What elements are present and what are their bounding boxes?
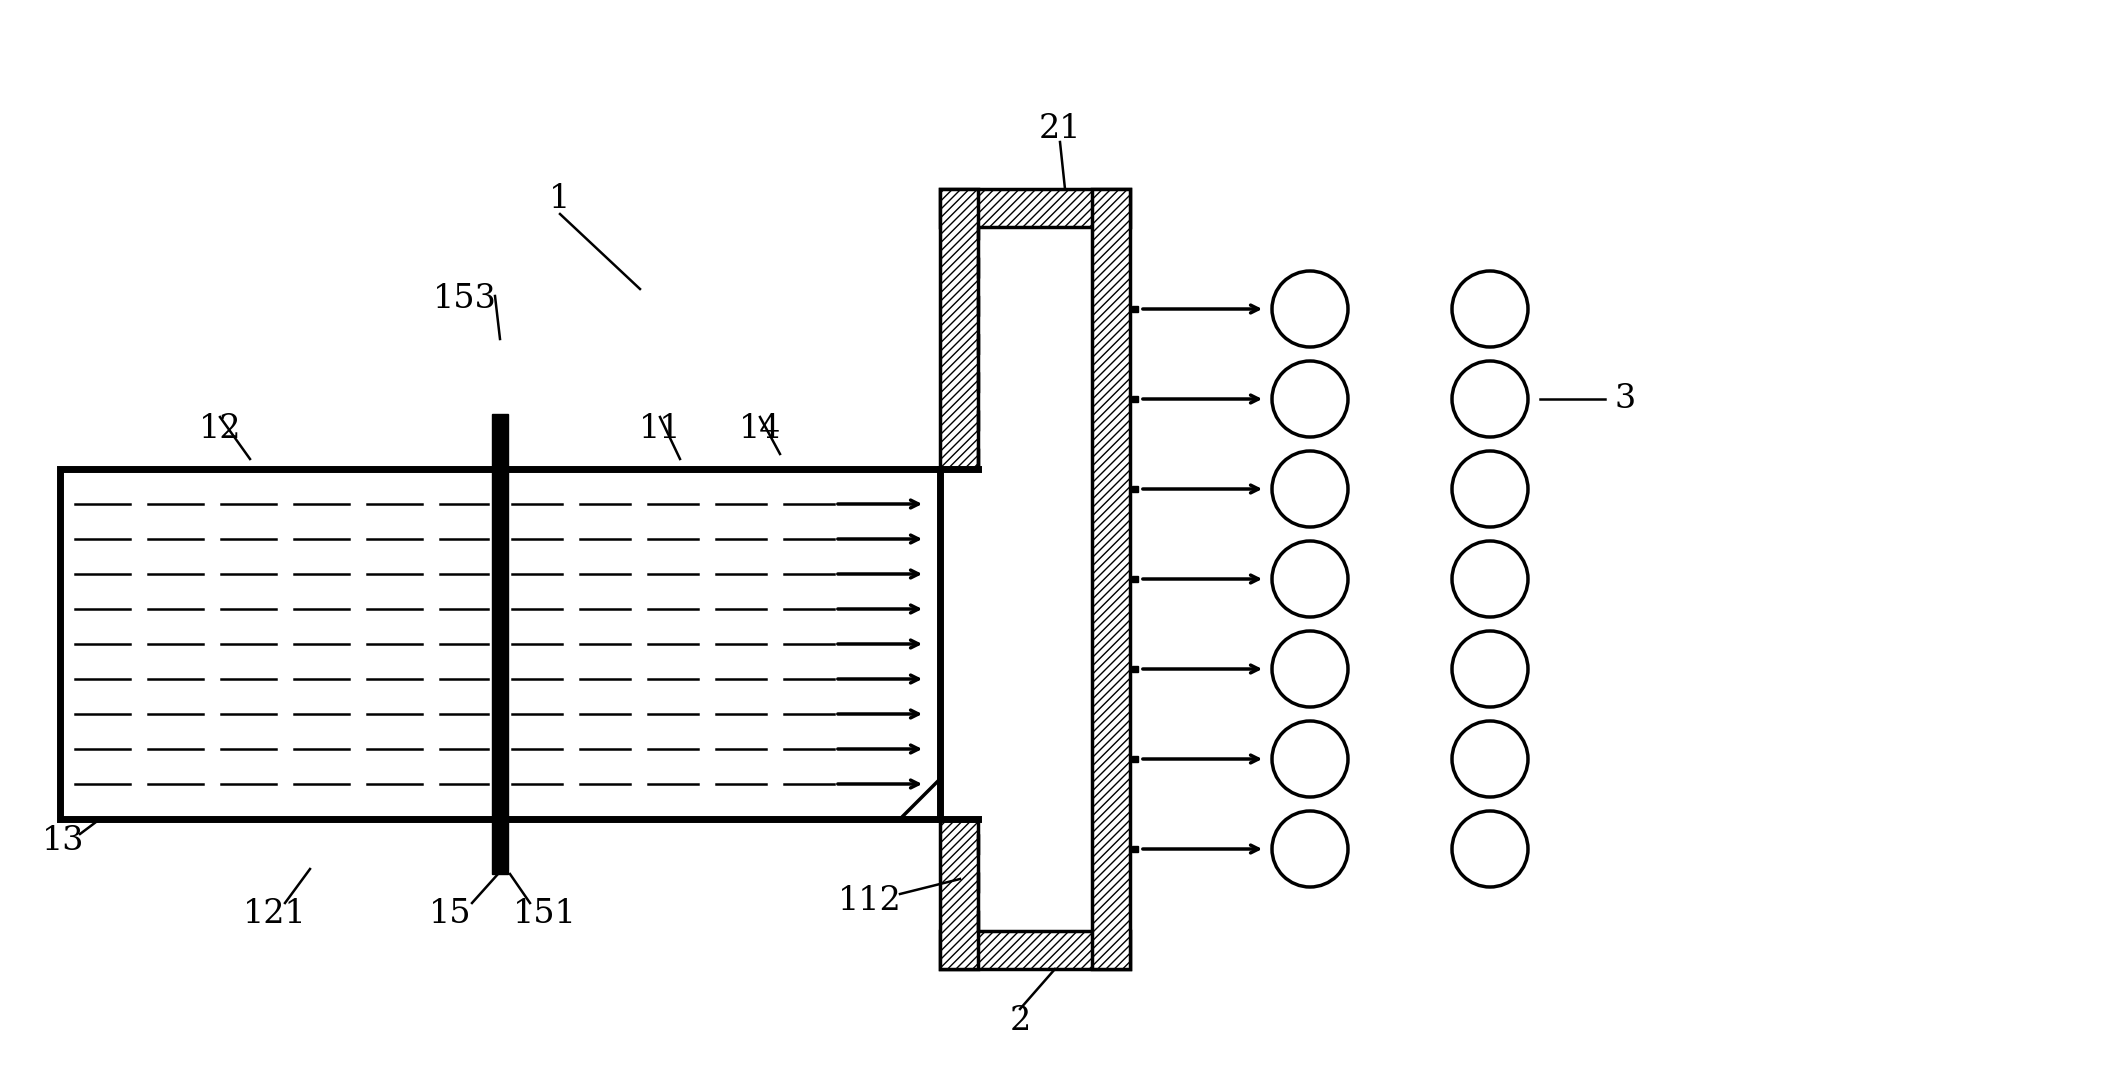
- Text: 1: 1: [549, 183, 570, 215]
- Bar: [979, 227, 1091, 931]
- Text: 121: 121: [244, 898, 307, 930]
- Bar: [941, 931, 1129, 969]
- Text: 11: 11: [638, 413, 680, 445]
- Text: 153: 153: [432, 283, 498, 315]
- Bar: [59, 469, 941, 819]
- Text: 14: 14: [740, 413, 782, 445]
- Bar: [941, 189, 1129, 227]
- Bar: [492, 414, 509, 874]
- Text: 15: 15: [428, 898, 470, 930]
- Bar: [941, 819, 979, 969]
- Text: 13: 13: [42, 825, 85, 857]
- Text: 151: 151: [513, 898, 576, 930]
- Text: 3: 3: [1615, 383, 1636, 415]
- Text: 2: 2: [1009, 1005, 1030, 1037]
- Text: 21: 21: [1038, 113, 1081, 145]
- Bar: [941, 189, 979, 469]
- Text: 12: 12: [199, 413, 242, 445]
- Text: 112: 112: [839, 885, 903, 917]
- Bar: [1091, 189, 1129, 969]
